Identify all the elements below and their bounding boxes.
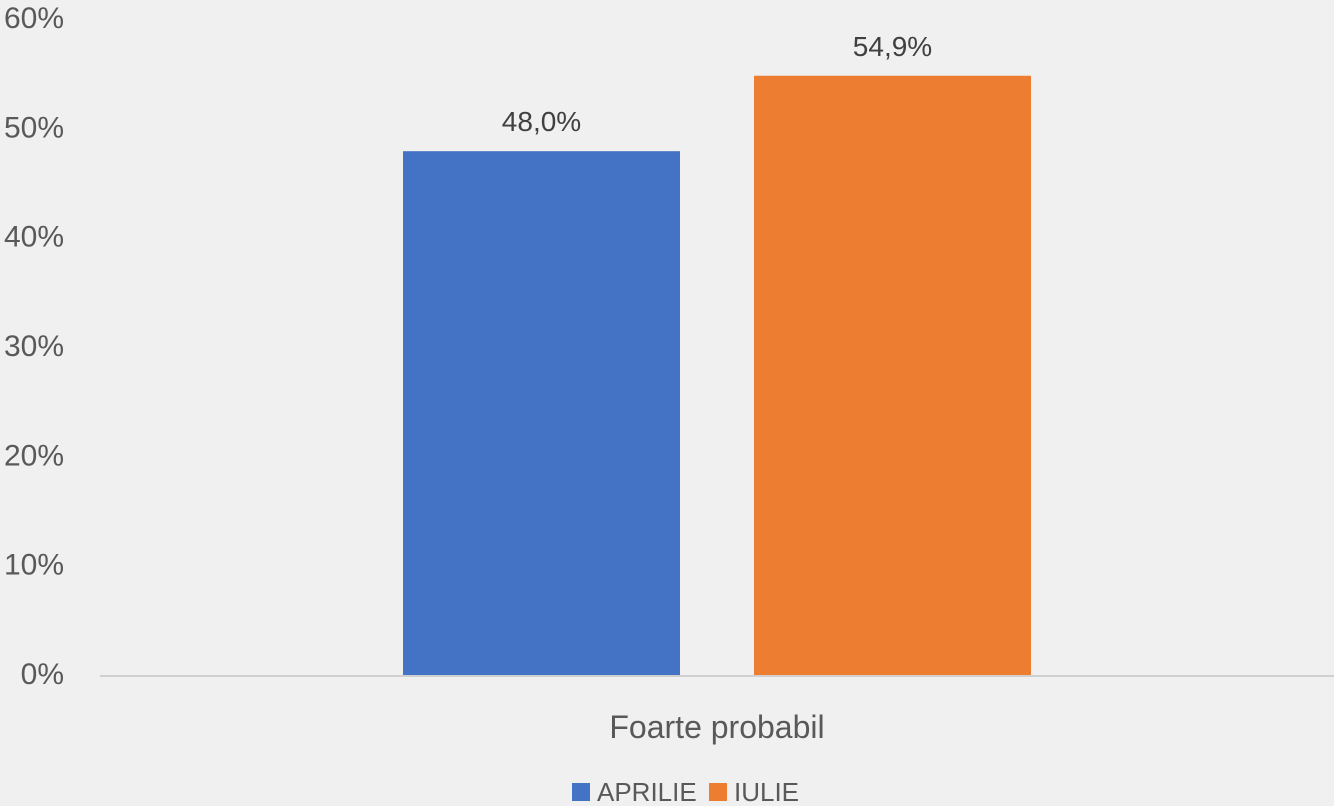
y-tick-label: 0% xyxy=(21,658,64,691)
y-tick-label: 40% xyxy=(4,221,64,254)
y-tick-label: 20% xyxy=(4,439,64,472)
legend-swatch-aprilie xyxy=(572,783,590,801)
data-label-aprilie: 48,0% xyxy=(502,106,581,137)
legend-label-iulie: IULIE xyxy=(734,777,799,806)
y-axis-ticks: 0% 10% 20% 30% 40% 50% 60% xyxy=(4,2,64,691)
y-tick-label: 30% xyxy=(4,330,64,363)
bar-iulie xyxy=(754,75,1031,676)
category-label: Foarte probabil xyxy=(609,709,824,745)
bar-aprilie xyxy=(403,151,680,676)
legend: APRILIE IULIE xyxy=(572,777,799,806)
legend-label-aprilie: APRILIE xyxy=(597,777,697,806)
legend-swatch-iulie xyxy=(709,783,727,801)
y-tick-label: 60% xyxy=(4,2,64,35)
category-labels-group: Foarte probabil xyxy=(609,709,824,745)
y-tick-label: 10% xyxy=(4,549,64,582)
data-labels-group: 48,0% 54,9% xyxy=(502,31,932,137)
bars-group xyxy=(403,75,1031,676)
data-label-iulie: 54,9% xyxy=(853,31,932,62)
y-tick-label: 50% xyxy=(4,111,64,144)
